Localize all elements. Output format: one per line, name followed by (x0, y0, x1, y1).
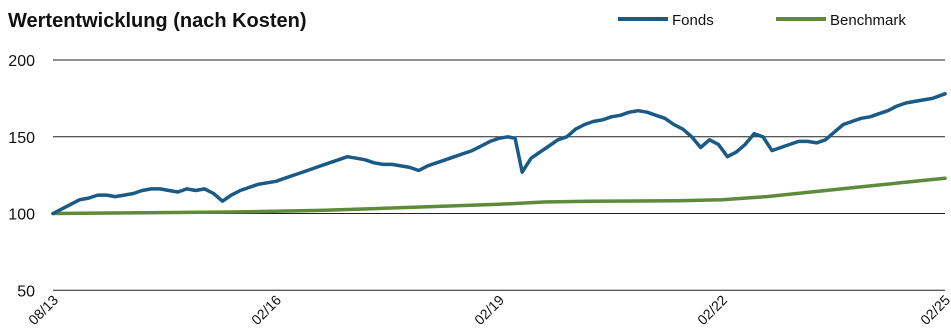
x-tick-label: 02/22 (694, 292, 730, 328)
x-tick-label: 02/19 (471, 292, 507, 328)
y-axis-ticks: 50 100 150 200 (8, 53, 35, 300)
series-line-benchmark (51, 176, 947, 216)
legend: Fonds Benchmark (618, 12, 906, 29)
y-tick-label: 50 (17, 283, 35, 300)
x-tick-label: 02/16 (248, 292, 284, 328)
chart-title: Wertentwicklung (nach Kosten) (8, 10, 307, 32)
x-tick-label: 02/25 (917, 292, 951, 328)
y-tick-label: 150 (8, 130, 35, 147)
y-tick-label: 100 (8, 207, 35, 224)
legend-label-fonds: Fonds (672, 12, 714, 29)
x-axis-ticks: 08/13 02/16 02/19 02/22 02/25 (25, 292, 951, 328)
gridlines (53, 59, 945, 291)
y-tick-label: 200 (8, 53, 35, 70)
series-lines (51, 92, 947, 216)
series-line-fonds (51, 92, 947, 216)
legend-label-benchmark: Benchmark (830, 12, 906, 29)
